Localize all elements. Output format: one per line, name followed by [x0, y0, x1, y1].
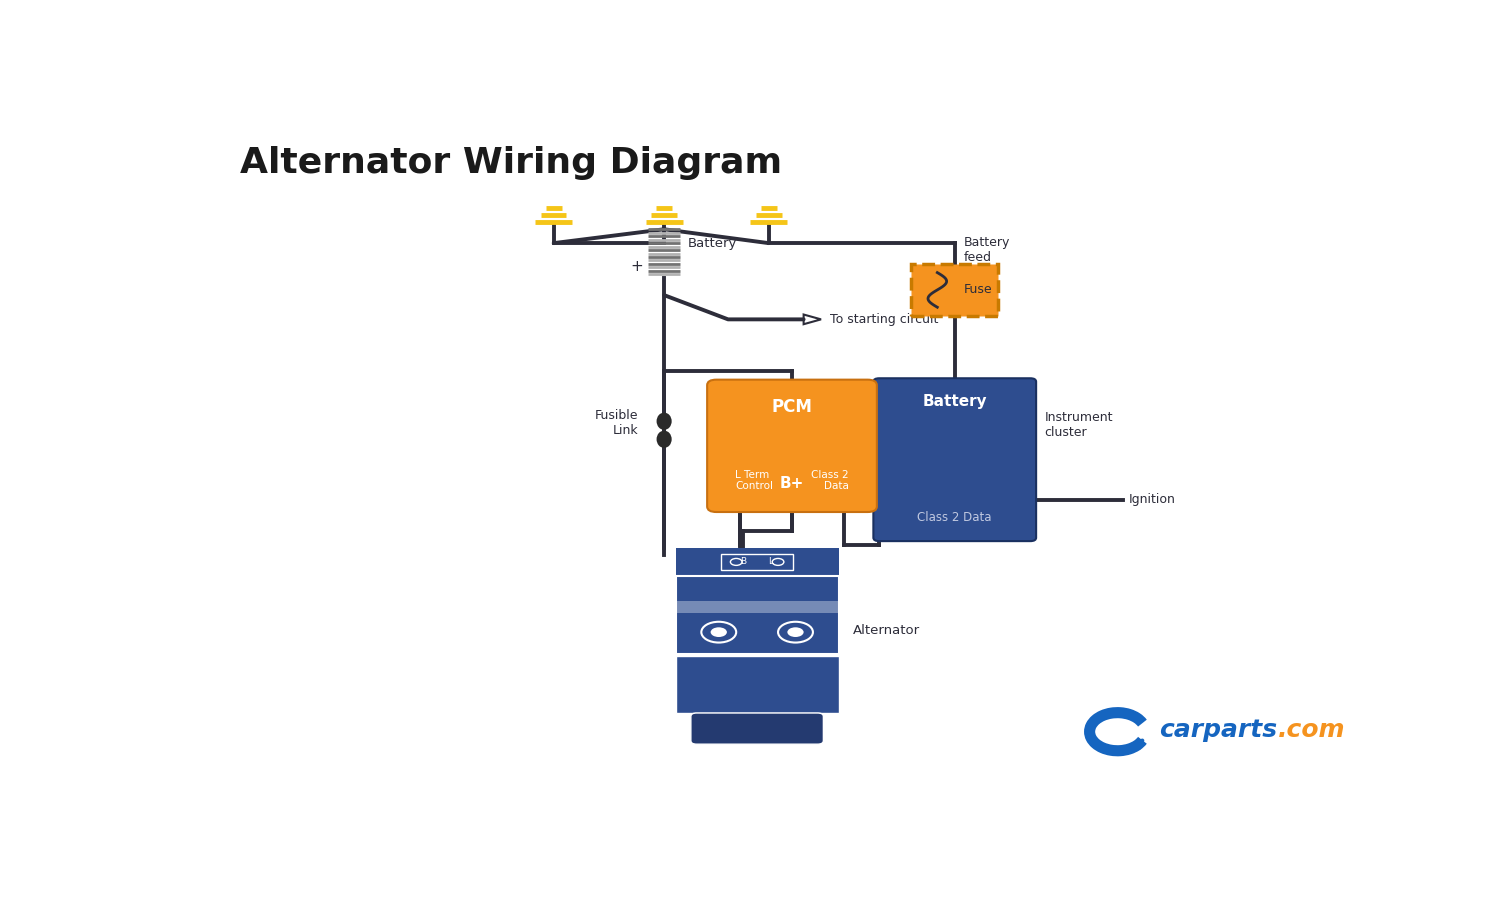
Text: To starting circuit: To starting circuit — [831, 313, 939, 326]
FancyBboxPatch shape — [675, 576, 838, 654]
Circle shape — [788, 627, 804, 637]
FancyBboxPatch shape — [910, 264, 999, 316]
Text: Battery: Battery — [687, 237, 736, 249]
FancyBboxPatch shape — [692, 713, 824, 744]
Text: -: - — [639, 226, 644, 239]
FancyBboxPatch shape — [873, 378, 1036, 541]
Text: B+: B+ — [780, 476, 804, 491]
Text: L: L — [768, 557, 774, 566]
Text: PCM: PCM — [771, 398, 813, 416]
Text: B: B — [740, 557, 746, 566]
Text: .com: .com — [1278, 717, 1346, 742]
Text: Alternator: Alternator — [852, 624, 920, 637]
FancyBboxPatch shape — [706, 380, 878, 512]
Circle shape — [711, 627, 728, 637]
Text: carparts: carparts — [1160, 717, 1278, 742]
Text: Alternator Wiring Diagram: Alternator Wiring Diagram — [240, 146, 782, 180]
Bar — [675, 548, 838, 576]
Text: +: + — [630, 259, 644, 274]
Text: Class 2 Data: Class 2 Data — [918, 511, 992, 524]
Ellipse shape — [657, 412, 672, 430]
Ellipse shape — [657, 430, 672, 448]
Text: Battery
feed: Battery feed — [964, 236, 1011, 265]
Text: L Term
Control: L Term Control — [735, 470, 772, 491]
Text: Class 2
Data: Class 2 Data — [812, 470, 849, 491]
Text: Fusible
Link: Fusible Link — [596, 410, 639, 437]
FancyBboxPatch shape — [675, 656, 838, 713]
Text: Ignition: Ignition — [1130, 493, 1176, 506]
Text: Fuse: Fuse — [964, 284, 993, 296]
FancyBboxPatch shape — [722, 554, 794, 570]
Text: Battery: Battery — [922, 394, 987, 410]
Text: Instrument
cluster: Instrument cluster — [1044, 411, 1113, 439]
Bar — [675, 601, 838, 614]
